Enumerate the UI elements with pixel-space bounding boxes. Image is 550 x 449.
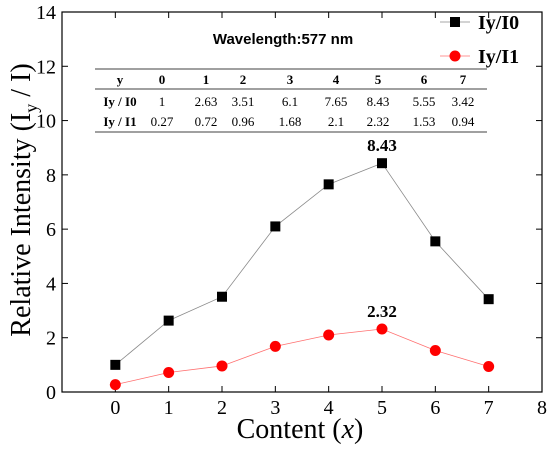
- y-tick-label: 6: [46, 219, 56, 241]
- table-cell: 2.1: [328, 114, 344, 129]
- table-cell: 6.1: [282, 94, 298, 109]
- table-cell: 1.68: [279, 114, 302, 129]
- x-tick-label: 3: [270, 397, 280, 419]
- table-cell: 2.63: [195, 94, 218, 109]
- data-point-circle: [109, 379, 121, 391]
- x-tick-label: 6: [430, 397, 440, 419]
- y-tick-label: 14: [36, 2, 56, 24]
- legend-marker-circle: [449, 50, 461, 62]
- data-point-circle: [429, 344, 441, 356]
- table-header-cell: 0: [159, 72, 166, 87]
- table-cell: 0.72: [195, 114, 218, 129]
- data-point-square: [323, 179, 334, 190]
- table-row-label: Iy / I0: [103, 94, 136, 109]
- table-cell: 0.27: [151, 114, 174, 129]
- table-cell: 0.96: [232, 114, 255, 129]
- table-header-cell: 7: [460, 72, 467, 87]
- legend: Iy/I0 Iy/I1: [440, 12, 519, 68]
- x-tick-label: 0: [110, 397, 120, 419]
- table-cell: 8.43: [367, 94, 390, 109]
- plot-frame: [61, 11, 543, 393]
- data-point-square: [377, 158, 387, 169]
- legend-label: Iy/I1: [478, 46, 519, 68]
- series-line-1: [115, 162, 489, 366]
- data-point-square: [430, 236, 441, 247]
- table-cell: 3.42: [452, 94, 475, 109]
- data-point-circle: [483, 360, 495, 372]
- x-tick-label: 1: [164, 397, 174, 419]
- table-cell: 7.65: [325, 94, 348, 109]
- x-axis-title: Content (x): [237, 414, 364, 445]
- table-cell: 1.53: [413, 114, 436, 129]
- inset-table: y 0 1 2 3 4 5 6 7 Iy / I0 1 2.63 3.51 6.1 7.65 8.43 5.55…: [95, 68, 487, 133]
- x-tick-label: 2: [217, 397, 227, 419]
- data-point-circle: [216, 360, 228, 372]
- x-tick-label: 4: [324, 397, 334, 419]
- series-lines: [115, 162, 489, 386]
- y-tick-label: 8: [46, 165, 56, 187]
- x-tick-label: 7: [484, 397, 494, 419]
- data-point-circle: [323, 329, 335, 341]
- table-row-label: Iy / I1: [103, 114, 136, 129]
- data-point-square: [483, 294, 494, 305]
- y-tick-label: 4: [46, 273, 56, 295]
- data-point-square: [217, 291, 227, 302]
- table-cell: 0.94: [452, 114, 475, 129]
- table-header-cell: 6: [421, 72, 428, 87]
- y-tick-label: 10: [36, 111, 56, 133]
- table-header-cell: 4: [333, 72, 340, 87]
- y-tick-label: 0: [46, 382, 56, 404]
- table-cell: 5.55: [413, 94, 436, 109]
- table-header-cell: 3: [287, 72, 294, 87]
- table-header-cell: 5: [375, 72, 382, 87]
- table-cell: 1: [159, 94, 166, 109]
- x-tick-label: 8: [537, 397, 547, 419]
- peak-label: 8.43: [367, 136, 397, 155]
- y-tick-label: 2: [46, 328, 56, 350]
- table-cell: 2.32: [367, 114, 390, 129]
- series-line-2: [115, 328, 489, 386]
- peak-annotations: 8.43 2.32: [367, 136, 397, 321]
- legend-marker-square: [450, 17, 460, 27]
- inset-title: Wavelength:577 nm: [213, 31, 353, 48]
- legend-label: Iy/I0: [478, 12, 519, 34]
- table-cell: 3.51: [232, 94, 255, 109]
- data-point-square: [110, 359, 121, 370]
- y-axis-title: Relative Intensity (Iy / I): [6, 63, 41, 336]
- data-point-square: [270, 221, 281, 232]
- series-markers: [109, 158, 495, 391]
- x-tick-label: 5: [377, 397, 387, 419]
- peak-label: 2.32: [367, 302, 397, 321]
- table-header-cell: 1: [203, 72, 210, 87]
- data-point-circle: [376, 323, 388, 335]
- table-header-label: y: [117, 72, 124, 87]
- table-header-cell: 2: [240, 72, 247, 87]
- data-point-square: [163, 315, 174, 326]
- data-point-circle: [269, 340, 281, 352]
- y-tick-label: 12: [36, 56, 56, 78]
- data-point-circle: [163, 366, 175, 378]
